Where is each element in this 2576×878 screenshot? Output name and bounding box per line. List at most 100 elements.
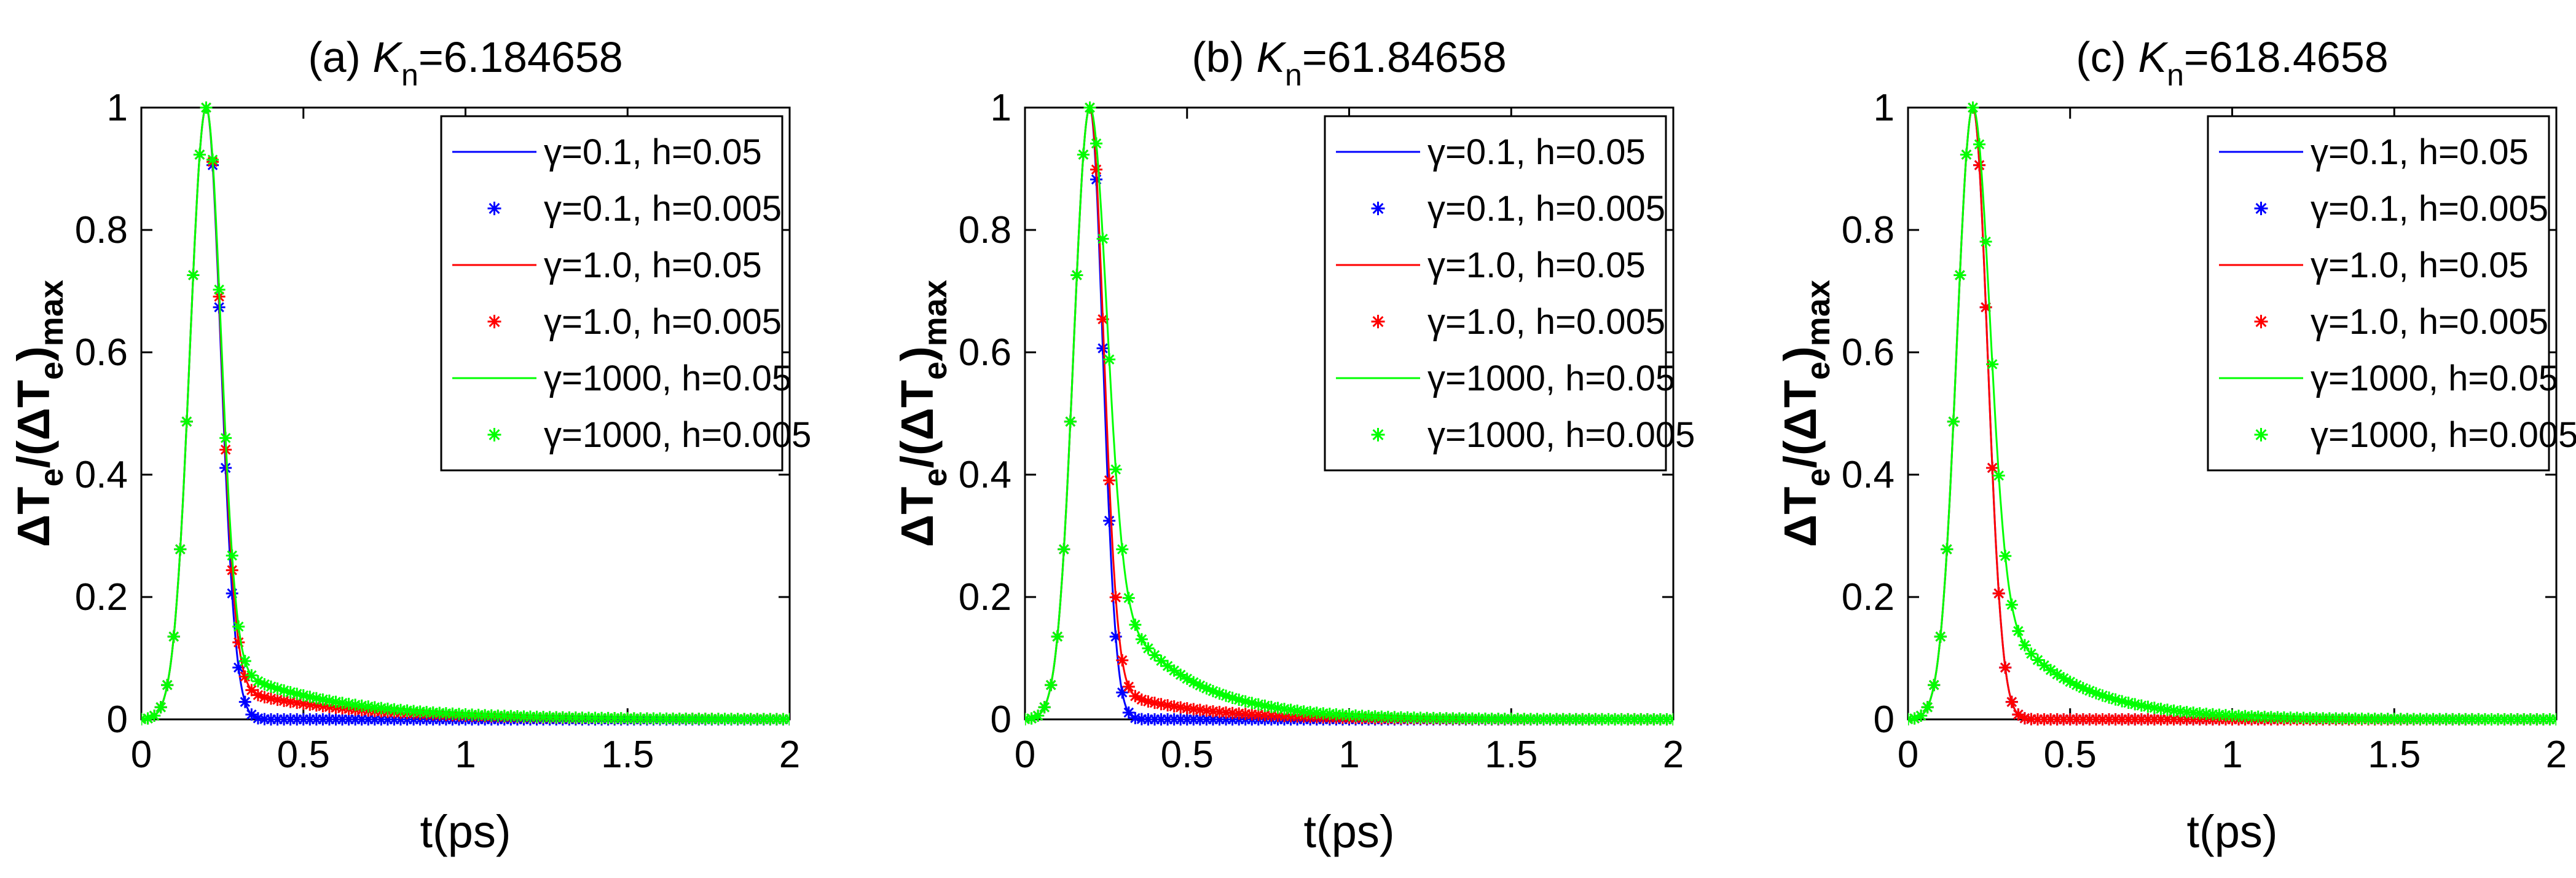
data-point bbox=[2446, 713, 2459, 726]
data-point bbox=[174, 543, 187, 556]
data-point bbox=[1103, 474, 1116, 487]
data-point bbox=[342, 697, 355, 710]
data-point bbox=[1129, 690, 1142, 703]
x-tick-label: 2 bbox=[2546, 734, 2567, 776]
data-point bbox=[1187, 713, 1200, 726]
data-point bbox=[1142, 642, 1155, 655]
data-point bbox=[1928, 679, 1941, 692]
data-point bbox=[368, 701, 381, 714]
data-point bbox=[323, 700, 336, 713]
data-point bbox=[576, 711, 589, 724]
data-point bbox=[2543, 713, 2556, 726]
data-point bbox=[1271, 702, 1284, 714]
data-point bbox=[1999, 550, 2012, 563]
data-point bbox=[1297, 705, 1310, 718]
data-point bbox=[1271, 710, 1284, 722]
legend-entry-label: γ=0.1, h=0.005 bbox=[544, 189, 782, 229]
data-point bbox=[731, 713, 744, 726]
data-point bbox=[1161, 713, 1174, 726]
data-point bbox=[1569, 713, 1582, 726]
data-point bbox=[1051, 630, 1064, 643]
data-point bbox=[1193, 679, 1206, 692]
data-point bbox=[2264, 711, 2277, 724]
data-point bbox=[2284, 711, 2297, 724]
data-point bbox=[1220, 713, 1233, 726]
data-point bbox=[1362, 710, 1375, 722]
data-point bbox=[2414, 713, 2427, 726]
data-point bbox=[2478, 713, 2491, 726]
legend-entry-label: γ=0.1, h=0.05 bbox=[544, 132, 762, 172]
data-point bbox=[1323, 708, 1336, 721]
data-point bbox=[2440, 713, 2452, 726]
data-point bbox=[2433, 713, 2446, 726]
data-point bbox=[2161, 713, 2174, 726]
data-point bbox=[1161, 660, 1174, 673]
data-point bbox=[530, 710, 543, 723]
data-point bbox=[1116, 543, 1129, 556]
data-point bbox=[2342, 712, 2355, 725]
data-point bbox=[1356, 710, 1368, 722]
data-point bbox=[2252, 710, 2264, 723]
legend-entry-label: γ=1000, h=0.05 bbox=[1427, 358, 1675, 398]
data-point bbox=[1505, 713, 1518, 726]
data-point bbox=[2109, 693, 2122, 706]
data-point bbox=[1122, 706, 1135, 719]
data-point bbox=[2154, 713, 2167, 726]
data-point bbox=[395, 703, 407, 716]
data-point bbox=[1434, 712, 1447, 725]
data-point bbox=[1986, 358, 1999, 371]
data-point bbox=[1421, 711, 1434, 724]
data-point bbox=[2505, 713, 2518, 726]
data-point bbox=[1174, 701, 1187, 714]
data-point bbox=[2226, 709, 2239, 722]
data-point bbox=[446, 707, 459, 720]
data-point bbox=[1284, 710, 1297, 722]
data-point bbox=[213, 283, 226, 296]
data-point bbox=[2304, 711, 2317, 724]
data-point bbox=[1246, 708, 1259, 721]
data-point bbox=[718, 713, 731, 726]
data-point bbox=[595, 711, 608, 724]
data-point bbox=[2122, 697, 2135, 710]
data-point bbox=[2375, 713, 2388, 726]
data-point bbox=[1349, 709, 1362, 722]
data-point bbox=[602, 711, 615, 724]
data-point bbox=[278, 694, 291, 707]
data-point bbox=[420, 706, 433, 719]
data-point bbox=[226, 564, 238, 577]
series-markers-5 bbox=[1025, 101, 1673, 726]
data-point bbox=[291, 713, 304, 726]
data-point bbox=[2025, 713, 2038, 726]
data-point bbox=[381, 713, 394, 726]
data-point bbox=[336, 697, 349, 710]
data-point bbox=[232, 620, 245, 633]
data-point bbox=[452, 708, 465, 721]
data-point bbox=[304, 698, 316, 711]
y-tick-label: 0 bbox=[991, 698, 1011, 741]
data-point bbox=[1129, 619, 1142, 631]
data-point bbox=[1582, 713, 1595, 726]
chart-title: (a) Kn=6.184658 bbox=[308, 33, 622, 92]
data-point bbox=[2154, 702, 2167, 715]
data-point bbox=[2064, 713, 2076, 726]
data-point bbox=[329, 713, 342, 726]
data-point bbox=[1973, 138, 1986, 151]
data-point bbox=[323, 713, 336, 726]
data-point bbox=[232, 661, 245, 674]
chart-panel-2: 0 0.5 1 1.5 2 0 0.2 0.4 0.6 0.8 1 (b) Kn=61.84658 t(… bbox=[892, 33, 1695, 857]
data-point bbox=[1518, 713, 1531, 726]
data-point bbox=[206, 153, 219, 166]
data-point bbox=[1375, 710, 1388, 723]
data-point bbox=[2032, 713, 2044, 726]
data-point bbox=[1336, 708, 1349, 721]
legend-entry-label: γ=1.0, h=0.05 bbox=[2311, 245, 2529, 285]
data-point bbox=[1135, 633, 1148, 646]
legend-entry-label: γ=0.1, h=0.005 bbox=[1427, 189, 1665, 229]
data-point bbox=[647, 712, 660, 725]
data-point bbox=[2018, 639, 2031, 652]
data-point bbox=[2142, 700, 2154, 713]
legend-entry-label: γ=0.1, h=0.05 bbox=[2311, 132, 2529, 172]
y-tick-label: 0.4 bbox=[75, 454, 128, 496]
data-point bbox=[1155, 713, 1168, 726]
y-tick-label: 0.8 bbox=[75, 209, 128, 251]
